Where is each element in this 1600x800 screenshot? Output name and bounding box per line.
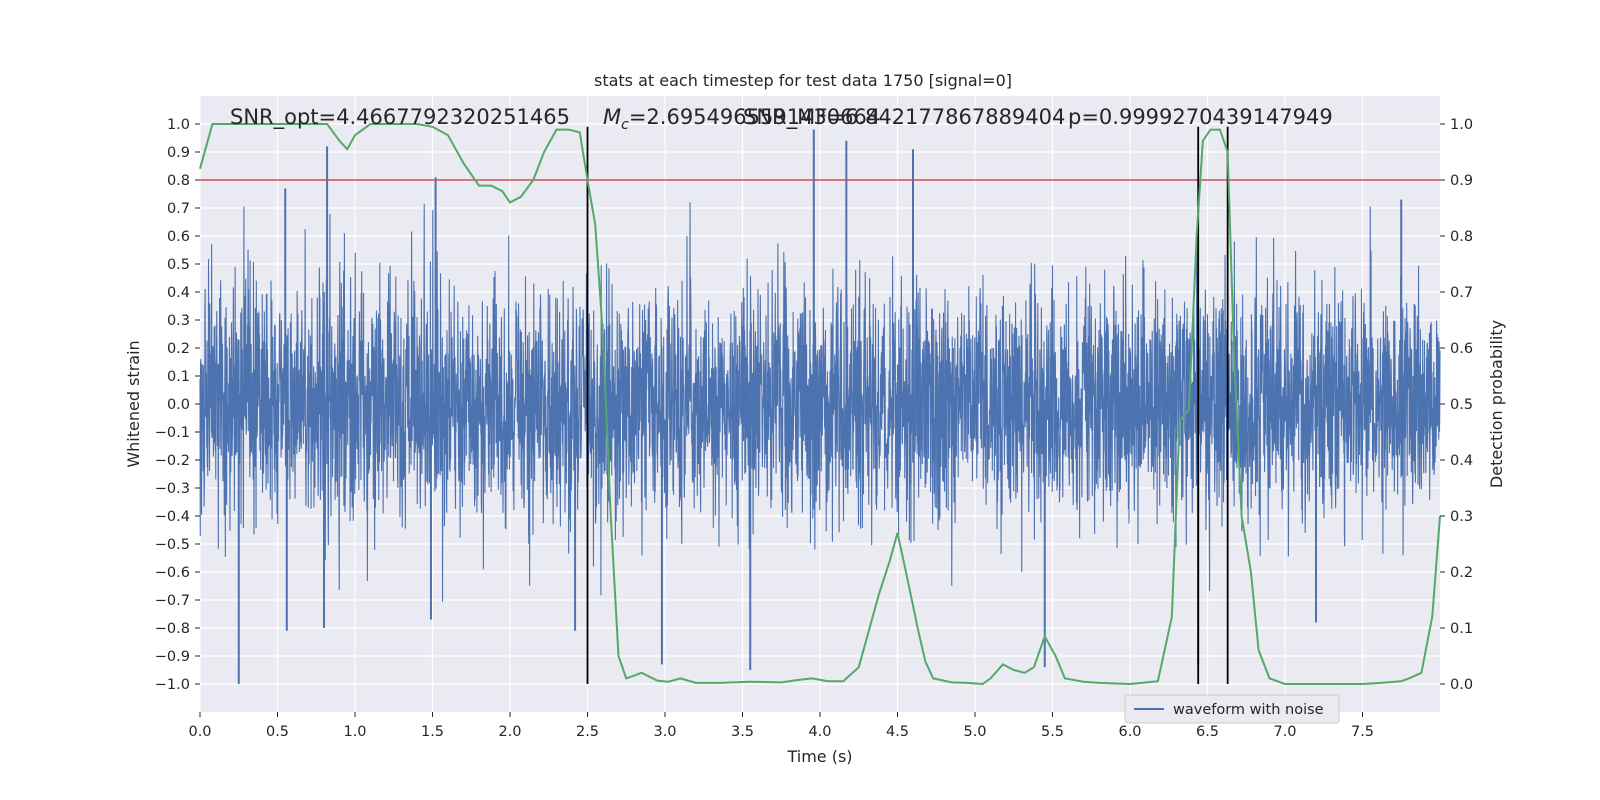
detection-probability-series: [199, 123, 1441, 686]
x-tick-label-5: 2.5: [576, 724, 599, 740]
x-tick-label-7: 3.5: [731, 724, 754, 740]
annotation-mc-symbol: M: [603, 105, 621, 129]
x-tick-label-12: 6.0: [1118, 724, 1141, 740]
annotation-mc-value: =2.6954965591430664: [629, 105, 880, 129]
x-tick-label-15: 7.5: [1351, 724, 1374, 740]
left-tick-label-7: 0.3: [167, 313, 190, 329]
left-tick-label-20: −1.0: [155, 677, 190, 693]
x-tick-label-6: 3.0: [653, 724, 676, 740]
x-tick-label-13: 6.5: [1196, 724, 1219, 740]
left-tick-label-8: 0.2: [167, 341, 190, 357]
left-tick-label-12: −0.2: [155, 453, 190, 469]
left-tick-label-14: −0.4: [155, 509, 190, 525]
annotation-mc: Mc=2.6954965591430664: [603, 105, 880, 133]
annotation-mc-subscript: c: [621, 117, 629, 133]
x-axis-ticks: 0.0 0.5 1.0 1.5 2.0 2.5 3.0 3.5 4.0 4.5 5.0 5.5 6.0 6…: [188, 712, 1374, 740]
right-tick-label-6: 0.4: [1450, 453, 1473, 469]
left-axis-label: Whitened strain: [124, 340, 143, 467]
x-tick-label-2: 1.0: [343, 724, 366, 740]
right-tick-label-3: 0.7: [1450, 285, 1473, 301]
left-tick-label-3: 0.7: [167, 201, 190, 217]
right-axis-ticks: 1.0 0.9 0.8 0.7 0.6 0.5 0.4 0.3 0.2 0.1 0.0: [1440, 117, 1473, 693]
x-tick-label-8: 4.0: [808, 724, 831, 740]
detection-probability-line: [199, 123, 1441, 686]
left-tick-label-6: 0.4: [167, 285, 190, 301]
x-tick-label-9: 4.5: [886, 724, 909, 740]
x-tick-label-11: 5.5: [1041, 724, 1064, 740]
left-tick-label-1: 0.9: [167, 145, 190, 161]
annotation-snr-mf: SNR_MF=6.842177867889404: [743, 105, 1065, 130]
annotation-snr-opt: SNR_opt=4.4667792320251465: [230, 105, 570, 130]
annotations: SNR_opt=4.4667792320251465 Mc=2.69549655…: [230, 105, 1333, 133]
left-tick-label-10: 0.0: [167, 397, 190, 413]
right-tick-label-2: 0.8: [1450, 229, 1473, 245]
legend-label-waveform: waveform with noise: [1173, 702, 1324, 718]
annotation-p: p=0.9999270439147949: [1068, 105, 1333, 129]
left-tick-label-11: −0.1: [155, 425, 190, 441]
left-tick-label-5: 0.5: [167, 257, 190, 273]
right-tick-label-7: 0.3: [1450, 509, 1473, 525]
right-tick-label-8: 0.2: [1450, 565, 1473, 581]
left-tick-label-0: 1.0: [167, 117, 190, 133]
left-tick-label-16: −0.6: [155, 565, 190, 581]
right-tick-label-0: 1.0: [1450, 117, 1473, 133]
left-tick-label-17: −0.7: [155, 593, 190, 609]
right-axis-label: Detection probability: [1487, 320, 1506, 488]
right-tick-label-5: 0.5: [1450, 397, 1473, 413]
left-tick-label-4: 0.6: [167, 229, 190, 245]
left-tick-label-15: −0.5: [155, 537, 190, 553]
waveform-line: [199, 202, 1441, 602]
x-tick-label-4: 2.0: [498, 724, 521, 740]
x-axis-label: Time (s): [786, 747, 852, 766]
x-tick-label-3: 1.5: [421, 724, 444, 740]
legend-box: [1124, 694, 1340, 724]
right-tick-label-1: 0.9: [1450, 173, 1473, 189]
waveform-series: [199, 129, 1441, 684]
right-tick-label-4: 0.6: [1450, 341, 1473, 357]
left-tick-label-19: −0.9: [155, 649, 190, 665]
right-tick-label-10: 0.0: [1450, 677, 1473, 693]
x-tick-label-0: 0.0: [188, 724, 211, 740]
left-tick-label-13: −0.3: [155, 481, 190, 497]
x-tick-label-1: 0.5: [266, 724, 289, 740]
x-tick-label-14: 7.0: [1273, 724, 1296, 740]
left-tick-label-2: 0.8: [167, 173, 190, 189]
chart-title: stats at each timestep for test data 175…: [594, 71, 1012, 90]
x-tick-label-10: 5.0: [963, 724, 986, 740]
right-tick-label-9: 0.1: [1450, 621, 1473, 637]
left-axis-ticks: 1.0 0.9 0.8 0.7 0.6 0.5 0.4 0.3 0.2 0.1 0.0 −0.1 −0.…: [155, 117, 200, 693]
left-tick-label-9: 0.1: [167, 369, 190, 385]
left-tick-label-18: −0.8: [155, 621, 190, 637]
legend: waveform with noise: [1124, 694, 1340, 724]
